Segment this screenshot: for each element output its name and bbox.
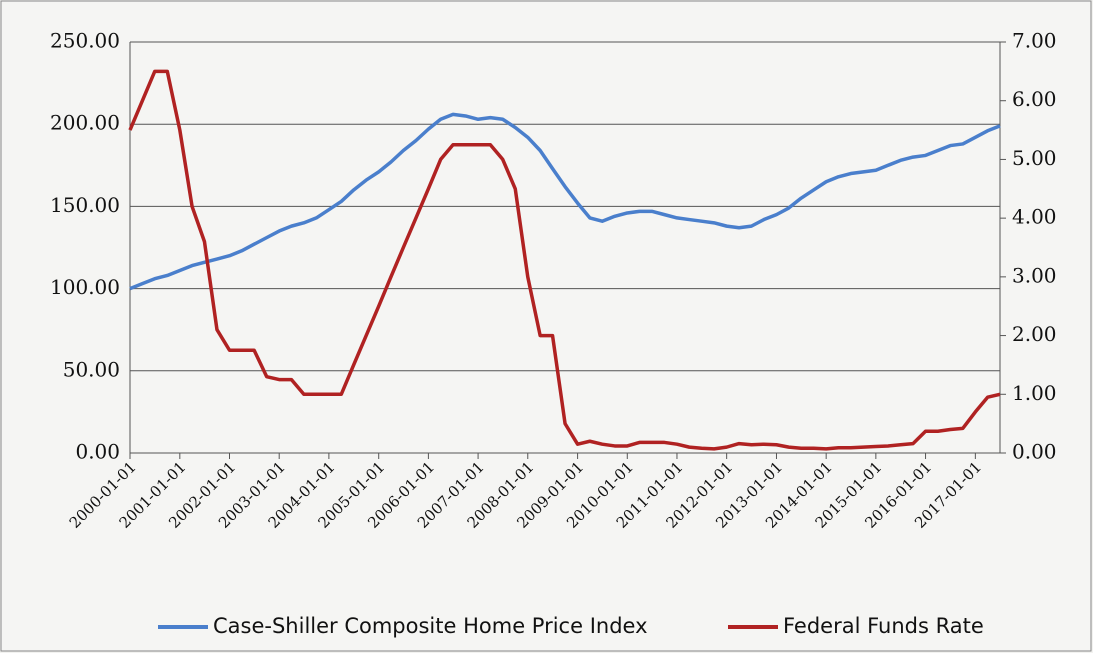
y2-tick-label: 6.00: [1012, 87, 1057, 111]
legend-label: Case-Shiller Composite Home Price Index: [213, 614, 648, 638]
y2-tick-label: 0.00: [1012, 440, 1057, 464]
y-tick-label: 100.00: [50, 275, 120, 299]
y2-tick-label: 1.00: [1012, 381, 1057, 405]
y-tick-label: 200.00: [50, 111, 120, 135]
y2-tick-label: 7.00: [1012, 29, 1057, 53]
y-tick-label: 150.00: [50, 193, 120, 217]
y-tick-label: 250.00: [50, 29, 120, 53]
series-line: [129, 112, 1001, 291]
y2-tick-label: 5.00: [1012, 146, 1057, 170]
y2-tick-label: 2.00: [1012, 322, 1057, 346]
y-tick-label: 50.00: [63, 357, 120, 381]
legend-label: Federal Funds Rate: [783, 614, 984, 638]
y2-tick-label: 4.00: [1012, 205, 1057, 229]
y-tick-label: 0.00: [75, 440, 120, 464]
y2-tick-label: 3.00: [1012, 263, 1057, 287]
series-line: [128, 69, 1001, 451]
